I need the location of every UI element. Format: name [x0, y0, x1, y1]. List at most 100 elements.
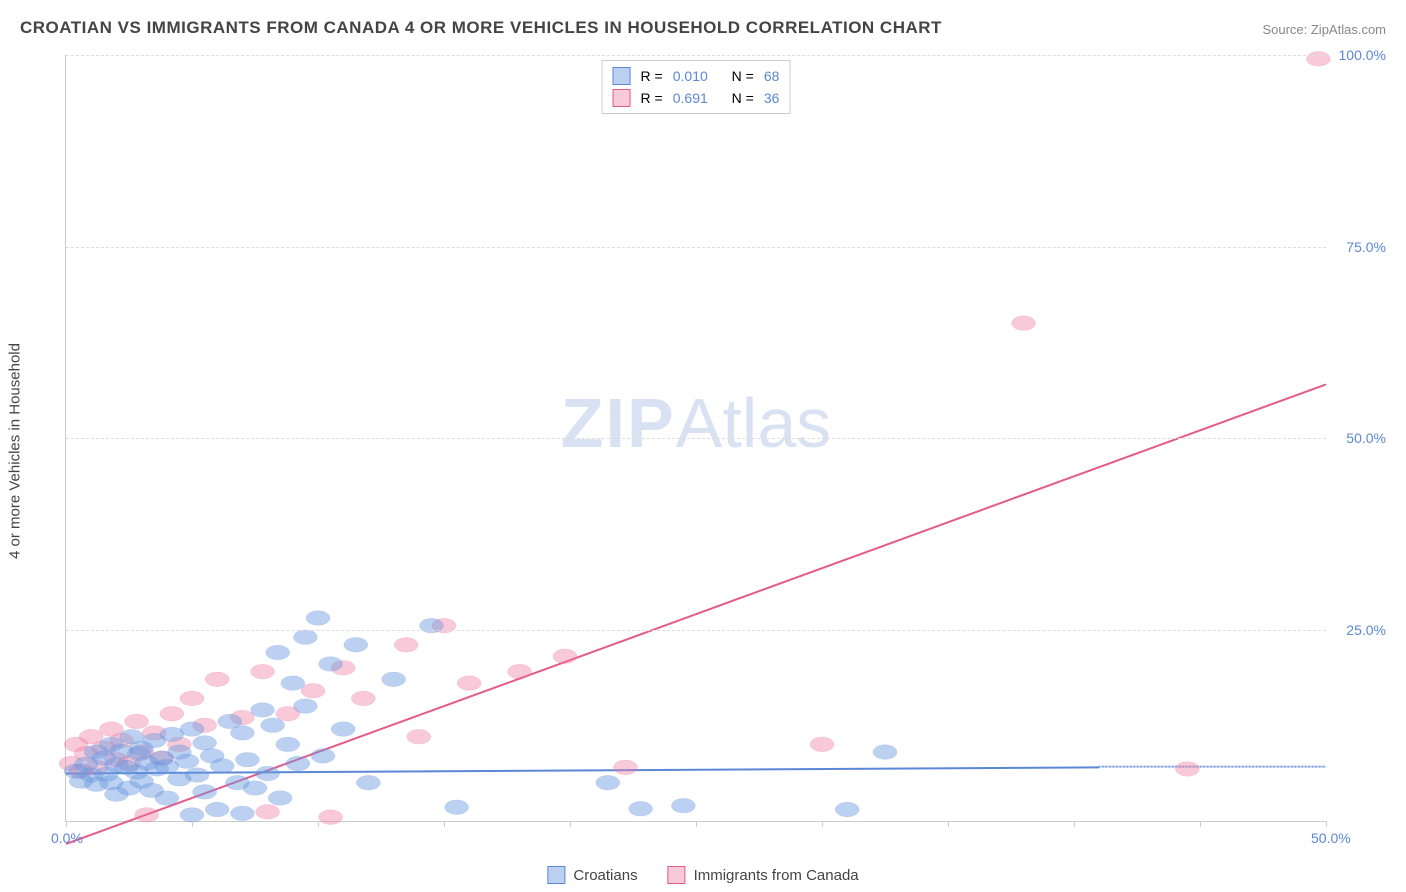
y-tick-label: 100.0% [1339, 47, 1386, 63]
data-point [1012, 316, 1036, 331]
data-point [344, 638, 368, 653]
x-tick [1074, 821, 1075, 827]
data-point [596, 775, 620, 790]
blue-r-value: 0.010 [673, 68, 708, 84]
data-point [266, 645, 290, 660]
legend-item-blue: Croatians [547, 866, 637, 884]
data-point [331, 722, 355, 737]
n-label: N = [732, 68, 754, 84]
pink-r-value: 0.691 [673, 90, 708, 106]
x-tick [822, 821, 823, 827]
data-point [205, 802, 229, 817]
data-point [180, 722, 204, 737]
data-point [394, 638, 418, 653]
x-tick [444, 821, 445, 827]
data-point [873, 745, 897, 760]
data-point [276, 737, 300, 752]
data-point [251, 703, 275, 718]
gridline [66, 247, 1326, 248]
data-point [268, 791, 292, 806]
data-point [835, 802, 859, 817]
y-tick-label: 75.0% [1346, 239, 1386, 255]
n-label: N = [732, 90, 754, 106]
x-tick [570, 821, 571, 827]
x-tick [318, 821, 319, 827]
data-point [256, 766, 280, 781]
data-point [407, 729, 431, 744]
data-point [613, 760, 637, 775]
swatch-pink-icon [668, 866, 686, 884]
data-point [671, 798, 695, 813]
data-point [281, 676, 305, 691]
swatch-blue-icon [613, 67, 631, 85]
x-tick [696, 821, 697, 827]
data-point [286, 756, 310, 771]
data-point [306, 611, 330, 626]
data-point [135, 808, 159, 823]
legend-label-blue: Croatians [573, 867, 637, 884]
x-tick [66, 821, 67, 827]
stats-row-pink: R = 0.691 N = 36 [613, 87, 780, 109]
data-point [629, 801, 653, 816]
data-point [261, 718, 285, 733]
trend-line [66, 384, 1326, 844]
data-point [508, 664, 532, 679]
data-point [193, 785, 217, 800]
bottom-legend: Croatians Immigrants from Canada [547, 866, 858, 884]
data-point [319, 657, 343, 672]
data-point [243, 781, 267, 796]
source-label: Source: ZipAtlas.com [1262, 22, 1386, 37]
chart-container: 4 or more Vehicles in Household ZIPAtlas… [50, 55, 1391, 847]
data-point [351, 691, 375, 706]
data-point [457, 676, 481, 691]
x-tick [1326, 821, 1327, 827]
x-tick [1200, 821, 1201, 827]
x-tick [948, 821, 949, 827]
data-point [301, 684, 325, 699]
data-point [356, 775, 380, 790]
data-point [810, 737, 834, 752]
data-point [230, 806, 254, 821]
x-tick-label: 0.0% [51, 830, 83, 846]
data-point [160, 706, 184, 721]
r-label: R = [641, 90, 663, 106]
data-point [256, 805, 280, 820]
y-axis-label: 4 or more Vehicles in Household [7, 343, 24, 559]
data-point [210, 759, 234, 774]
data-point [293, 699, 317, 714]
gridline [66, 630, 1326, 631]
data-point [185, 768, 209, 783]
swatch-pink-icon [613, 89, 631, 107]
data-point [155, 791, 179, 806]
data-point [293, 630, 317, 645]
y-tick-label: 50.0% [1346, 430, 1386, 446]
x-tick-label: 50.0% [1311, 830, 1351, 846]
swatch-blue-icon [547, 866, 565, 884]
stats-legend: R = 0.010 N = 68 R = 0.691 N = 36 [602, 60, 791, 114]
data-point [445, 800, 469, 815]
r-label: R = [641, 68, 663, 84]
stats-row-blue: R = 0.010 N = 68 [613, 65, 780, 87]
data-point [125, 714, 149, 729]
blue-n-value: 68 [764, 68, 780, 84]
plot-area: ZIPAtlas R = 0.010 N = 68 R = 0.691 N = … [65, 55, 1326, 822]
data-point [230, 726, 254, 741]
gridline [66, 438, 1326, 439]
data-point [180, 808, 204, 823]
x-tick [192, 821, 193, 827]
chart-title: CROATIAN VS IMMIGRANTS FROM CANADA 4 OR … [20, 18, 942, 38]
data-point [235, 752, 259, 767]
data-point [553, 649, 577, 664]
data-point [1175, 762, 1199, 777]
data-point [205, 672, 229, 687]
legend-item-pink: Immigrants from Canada [668, 866, 859, 884]
y-tick-label: 25.0% [1346, 622, 1386, 638]
data-point [382, 672, 406, 687]
gridline [66, 55, 1326, 56]
data-point [180, 691, 204, 706]
data-point [311, 749, 335, 764]
data-point [419, 618, 443, 633]
data-point [175, 754, 199, 769]
data-point [319, 810, 343, 825]
legend-label-pink: Immigrants from Canada [694, 867, 859, 884]
